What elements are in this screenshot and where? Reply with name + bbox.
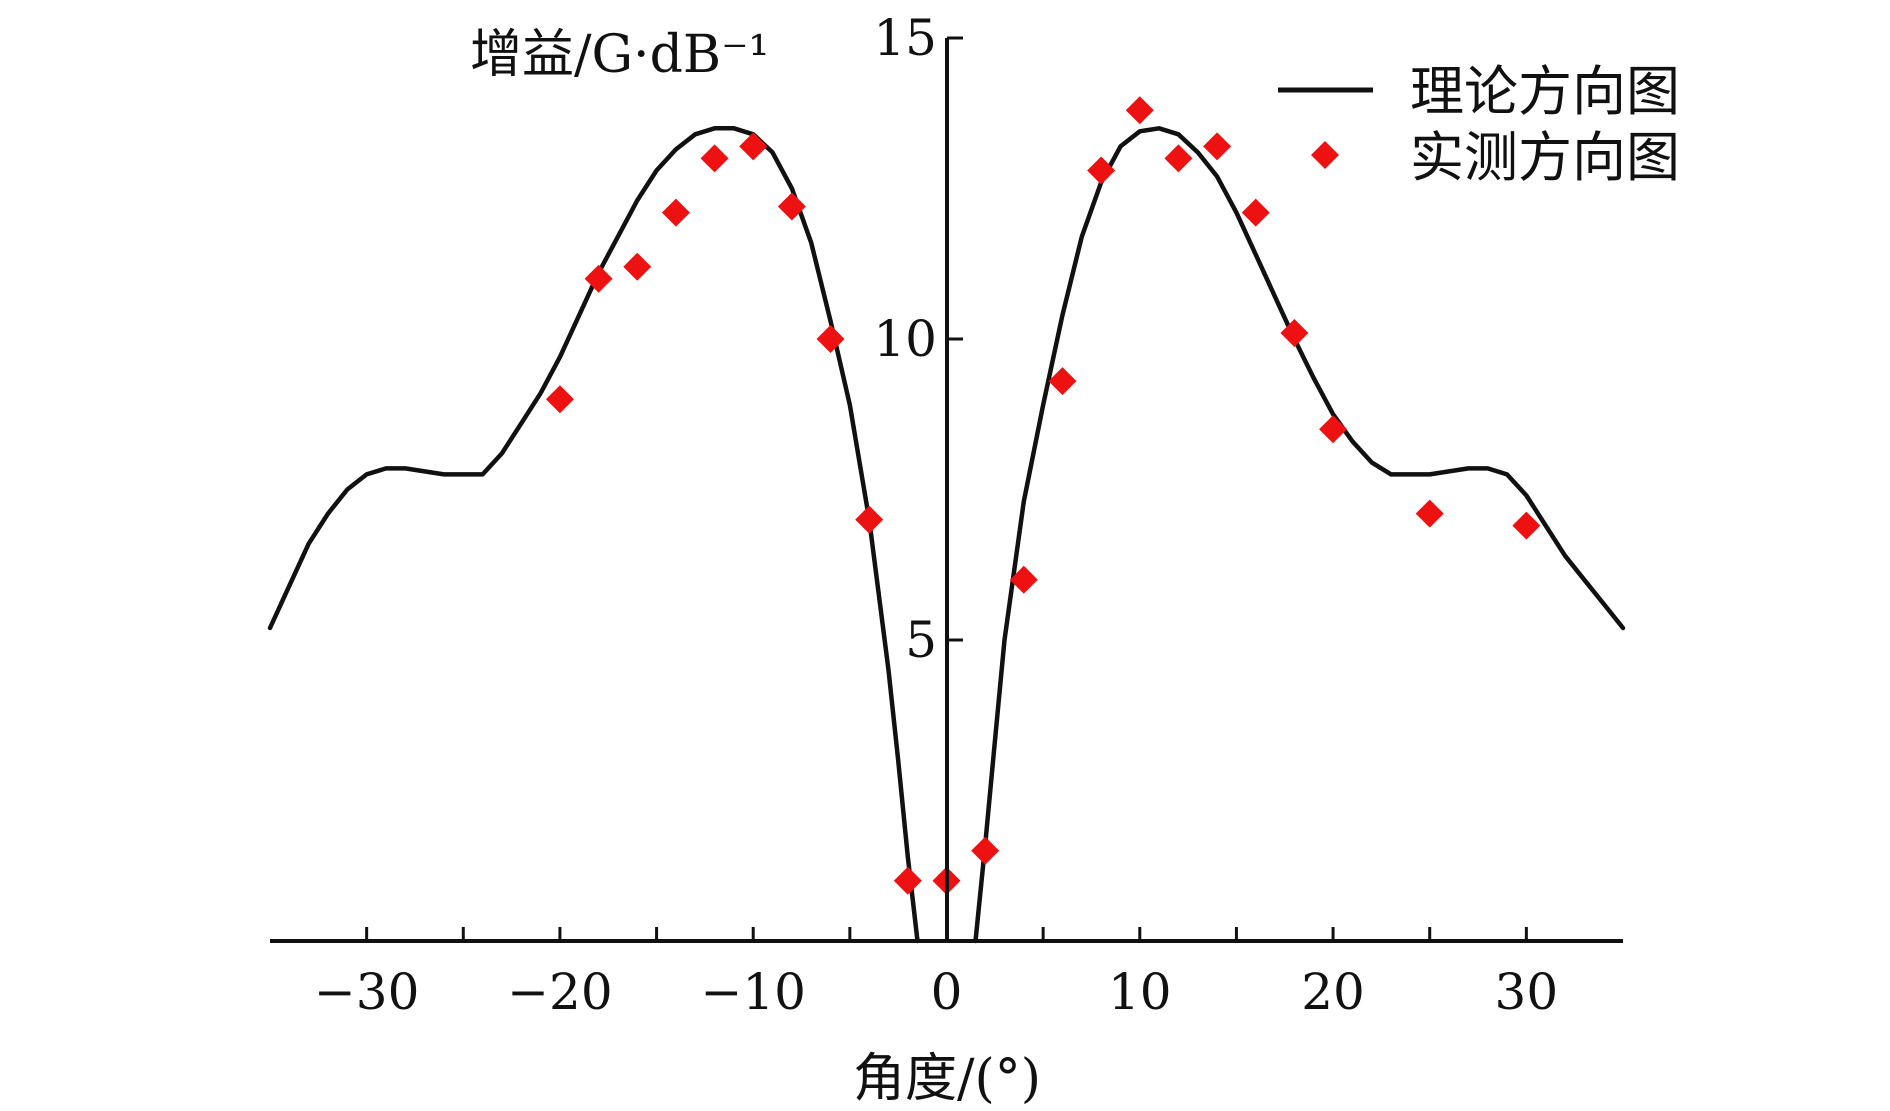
- x-tick-label: 20: [1301, 963, 1365, 1021]
- x-ticks: −30 −20 −10 0 10 20 30: [314, 927, 1558, 1021]
- y-axis-title: 增益/G·dB⁻¹: [470, 25, 769, 85]
- measured-point: [1280, 318, 1309, 347]
- x-tick-label: −20: [507, 963, 613, 1021]
- measured-point: [1415, 499, 1444, 528]
- x-axis-title: 角度/(°): [853, 1049, 1041, 1109]
- measured-point: [661, 198, 690, 227]
- measured-point: [893, 866, 922, 895]
- measured-points: [545, 96, 1541, 895]
- measured-point: [545, 385, 574, 414]
- measured-point: [623, 252, 652, 281]
- theory-curve-1: [267, 126, 920, 944]
- y-ticks: 5 10 15: [873, 9, 963, 669]
- x-tick-label: −10: [700, 963, 806, 1021]
- measured-point: [855, 505, 884, 534]
- x-tick-label: 30: [1495, 963, 1559, 1021]
- measured-point: [739, 132, 768, 161]
- y-tick-label: 10: [873, 310, 937, 368]
- y-tick-label: 15: [873, 9, 937, 67]
- x-tick-label: 10: [1108, 963, 1172, 1021]
- measured-point: [584, 264, 613, 293]
- x-tick-label: 0: [931, 963, 963, 1021]
- legend: 理论方向图 实测方向图: [1278, 60, 1680, 189]
- legend-marker-swatch: [1311, 141, 1339, 169]
- measured-point: [777, 192, 806, 221]
- x-tick-label: −30: [314, 963, 420, 1021]
- measured-point: [971, 836, 1000, 865]
- measured-point: [1319, 415, 1348, 444]
- measured-point: [816, 325, 845, 353]
- measured-point: [1512, 511, 1541, 540]
- theory-curve-2: [973, 126, 1626, 944]
- y-tick-label: 5: [905, 611, 937, 669]
- measured-point: [700, 144, 729, 173]
- measured-point: [1048, 367, 1077, 396]
- measured-point: [1125, 96, 1154, 125]
- legend-label-measured: 实测方向图: [1410, 126, 1680, 189]
- measured-point: [1203, 132, 1232, 161]
- legend-label-theory: 理论方向图: [1410, 60, 1680, 123]
- measured-point: [1087, 156, 1116, 185]
- measured-point: [1164, 144, 1193, 173]
- measured-point: [1009, 565, 1038, 594]
- measured-point: [1241, 198, 1270, 227]
